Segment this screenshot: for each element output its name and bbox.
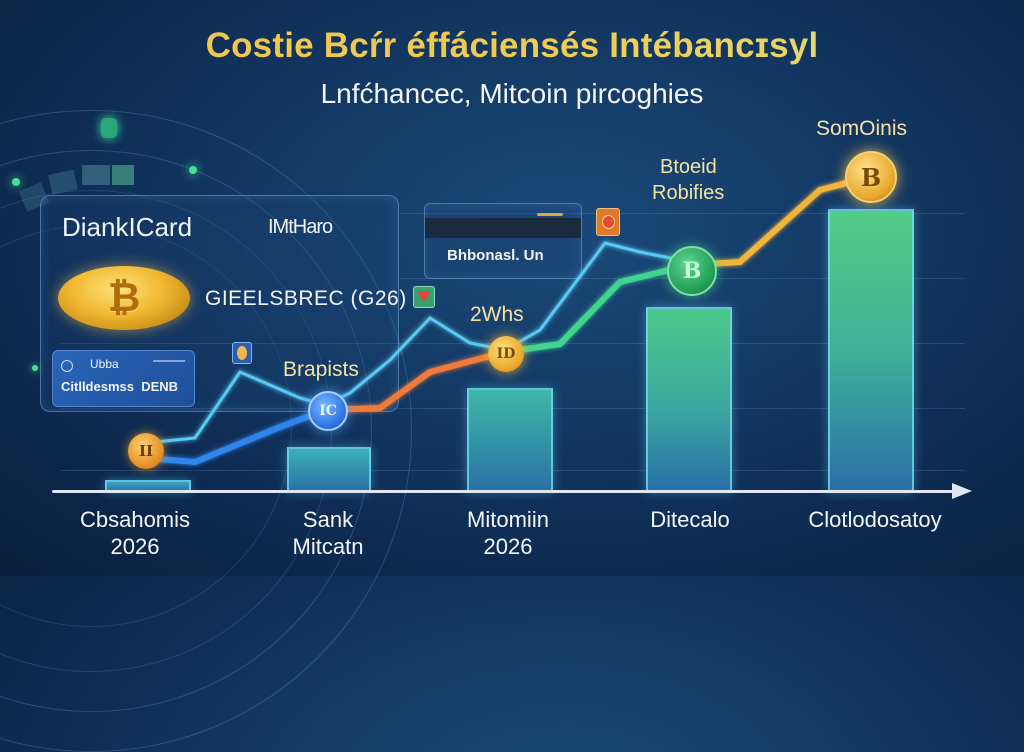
mini-card-line2: Citlldesmss DENB xyxy=(61,379,179,394)
x-axis-arrow-icon xyxy=(952,483,972,499)
decorative-segment xyxy=(112,165,134,185)
chart-title: Costie Bcŕr éffáciensés Intébancɪsyl xyxy=(0,26,1024,66)
orange-line xyxy=(324,349,506,413)
bitcoin-coin-icon: ₿ xyxy=(58,266,190,330)
point-label-3: 2Whs xyxy=(470,303,524,326)
glow-node-icon xyxy=(12,178,20,186)
trend-lines xyxy=(145,175,867,466)
bar-1 xyxy=(105,480,191,492)
lock-node-icon xyxy=(101,118,117,138)
x-label-2: Sank Mitcatn xyxy=(292,507,364,559)
x-axis xyxy=(52,490,957,493)
bar-2 xyxy=(287,447,371,492)
card-magstripe xyxy=(425,218,581,238)
coin-marker-1: II xyxy=(128,433,164,469)
warning-badge-icon xyxy=(413,286,435,308)
card-title: DiankICard xyxy=(62,212,193,242)
glow-node-icon xyxy=(32,365,38,371)
bar-4 xyxy=(646,307,732,492)
decorative-segment xyxy=(82,165,110,185)
grid-line xyxy=(400,213,965,214)
point-label-4-line1: Btoeid xyxy=(660,156,717,178)
shield-badge-icon xyxy=(232,342,252,364)
glow-node-icon xyxy=(189,166,197,174)
alert-badge-icon xyxy=(596,208,620,236)
x-label-1: Cbsahomis 2026 xyxy=(79,507,191,559)
mini-bank-card: Ubba Citlldesmss DENB xyxy=(52,350,195,407)
coin-marker-4: B xyxy=(667,246,717,296)
bitcoin-glyph: ₿ xyxy=(107,275,141,321)
card-stripe-accent xyxy=(537,213,563,216)
x-label-3: Mitomiin 2026 xyxy=(467,507,549,559)
point-label-4-line2: Robifies xyxy=(652,182,725,204)
coin-marker-3: ID xyxy=(488,336,524,372)
blue-line xyxy=(145,407,327,466)
green-line xyxy=(504,262,691,355)
x-label-5: Clotlodosatoy xyxy=(808,507,942,532)
bar-5 xyxy=(828,209,914,492)
card-value-label: GIEELSBREC (G26) xyxy=(205,287,407,310)
bar-3 xyxy=(467,388,553,492)
top-bank-card: Bhbonasl. Un xyxy=(424,203,582,279)
x-label-4: Ditecalo xyxy=(650,507,730,532)
top-card-label: Bhbonasl. Un xyxy=(447,247,544,264)
mini-card-line1: Ubba xyxy=(90,357,119,371)
coin-marker-2: IC xyxy=(308,391,348,431)
chart-subtitle: Lnfćhancec, Mitcoin pircoghies xyxy=(320,78,704,109)
card-chip-icon xyxy=(61,360,73,372)
card-tag: IMtHaro xyxy=(268,216,333,238)
point-label-2: Brapists xyxy=(283,358,359,381)
coin-marker-5: B xyxy=(845,151,897,203)
cyan-line xyxy=(145,241,691,445)
card-brand-mark xyxy=(153,360,185,362)
point-label-5: SomOinis xyxy=(816,117,908,140)
